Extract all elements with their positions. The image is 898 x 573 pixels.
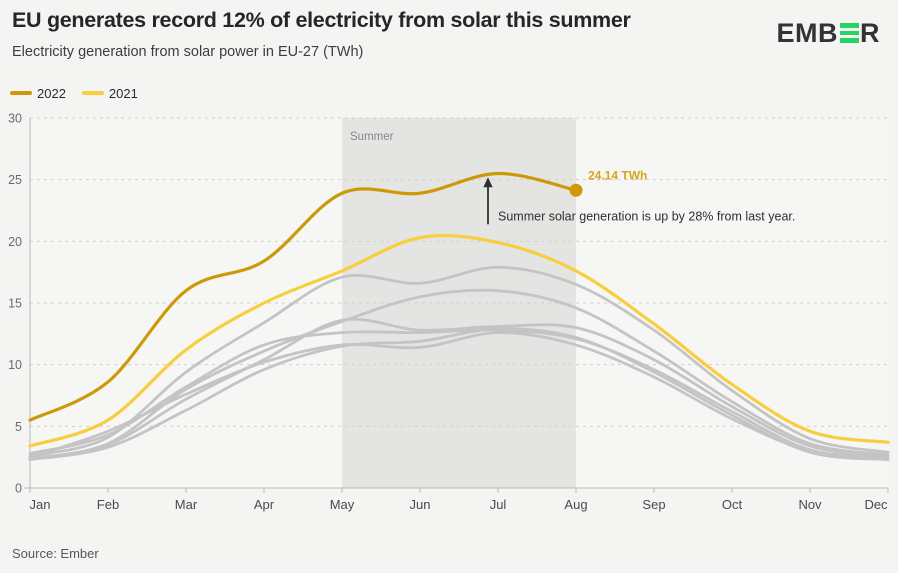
series-line-2020 (28, 265, 890, 458)
chart-area: Summer 0 5 10 15 20 25 30 Jan Feb Mar Apr May Jun Jul A… (0, 110, 898, 530)
y-axis-tick-label: 10 (8, 358, 22, 372)
line-chart: Summer 0 5 10 15 20 25 30 Jan Feb Mar Apr May Jun Jul A… (8, 112, 890, 512)
ember-logo-text: EMB R (776, 17, 881, 48)
ember-logo-part1: EMB (776, 17, 838, 48)
legend-item-2022[interactable]: 2022 (10, 86, 66, 101)
series-line-2017 (28, 328, 890, 459)
series-line-2016 (28, 331, 890, 460)
source-note: Source: Ember (12, 546, 99, 561)
x-axis-tick-label: Jan (30, 497, 51, 512)
y-axis-tick-label: 25 (8, 173, 22, 187)
series-line-2015 (28, 327, 890, 462)
page-subtitle: Electricity generation from solar power … (12, 44, 364, 60)
x-axis-tick-label: Jun (410, 497, 431, 512)
chart-legend: 2022 2021 (10, 84, 138, 102)
y-axis-tick-label: 15 (8, 297, 22, 311)
series-line-2022 (28, 171, 578, 422)
x-axis-tick-label: Sep (642, 497, 665, 512)
y-axis-tick-label: 30 (8, 112, 22, 126)
y-axis-tick-label: 20 (8, 235, 22, 249)
ember-logo-e-icon (839, 23, 859, 43)
x-axis-tick-label: Mar (175, 497, 198, 512)
ember-logo: EMB R (777, 18, 881, 48)
legend-label-2021: 2021 (108, 85, 138, 101)
x-axis-tick-label: Apr (254, 497, 275, 512)
x-axis-tick-label: Aug (564, 497, 587, 512)
legend-item-2021[interactable]: 2021 (81, 85, 138, 101)
x-axis-tick-label: Dec (864, 497, 888, 512)
y-axis-tick-label: 5 (15, 420, 22, 434)
x-axis-tick-label: Feb (97, 497, 119, 512)
endpoint-value-label: 24.14 TWh (588, 168, 647, 182)
chart-header: EU generates record 12% of electricity f… (0, 0, 898, 78)
ember-logo-part2: R (860, 17, 880, 48)
series-line-2018 (28, 317, 890, 462)
page-title: EU generates record 12% of electricity f… (12, 8, 631, 32)
legend-swatch-2021 (81, 91, 104, 95)
y-axis-tick-label: 0 (15, 482, 22, 496)
summer-band-label: Summer (350, 131, 394, 143)
x-axis-tick-label: Oct (722, 497, 743, 512)
x-axis-tick-label: May (330, 497, 355, 512)
endpoint-marker (569, 183, 583, 197)
x-axis-tick-label: Nov (798, 497, 822, 512)
legend-label-2022: 2022 (37, 85, 66, 101)
callout-text: Summer solar generation is up by 28% fro… (498, 209, 795, 223)
legend-swatch-2022 (10, 91, 32, 95)
x-axis-tick-label: Jul (490, 497, 507, 512)
series-line-2019 (28, 288, 890, 460)
callout-arrow-head (483, 177, 493, 188)
series-line-2021 (28, 233, 890, 448)
